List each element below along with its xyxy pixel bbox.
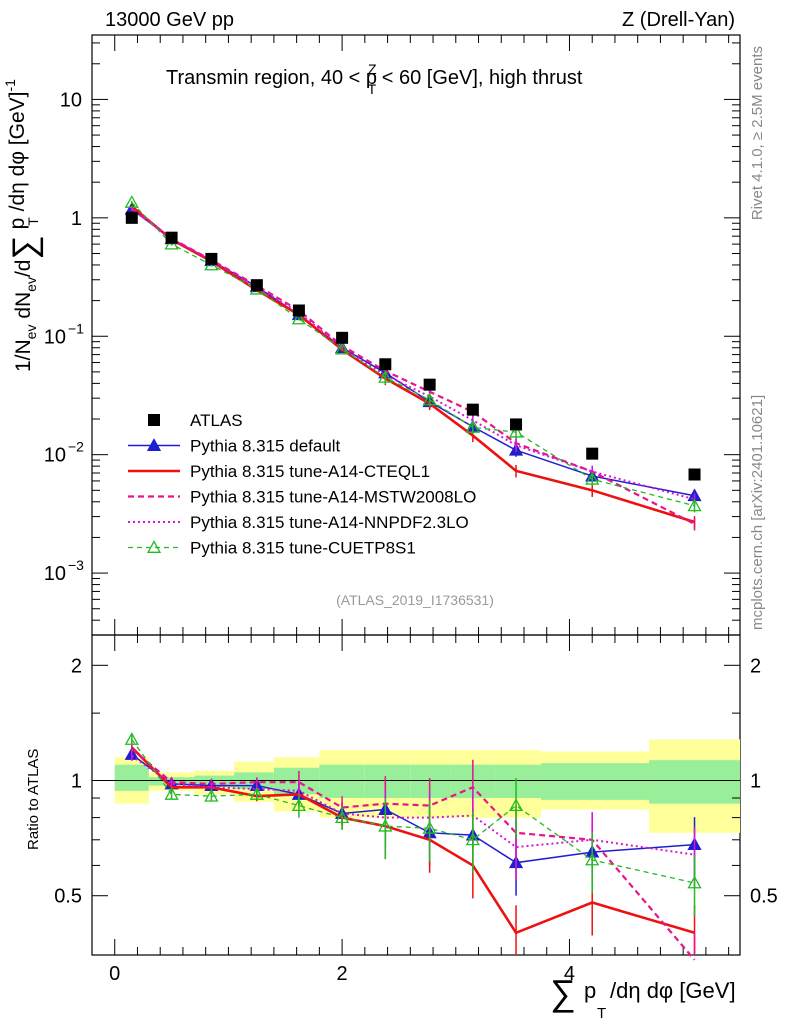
ratio-marker bbox=[291, 798, 307, 812]
atlas-data-point bbox=[165, 231, 178, 244]
atlas-data-point bbox=[688, 468, 701, 481]
ratio-band-inner bbox=[649, 760, 740, 804]
series-line bbox=[130, 205, 695, 524]
atlas-data-point bbox=[466, 403, 479, 416]
ratio-tick-label-left: 2 bbox=[71, 655, 82, 677]
series-marker bbox=[335, 341, 350, 355]
ratio-band-inner bbox=[541, 763, 650, 800]
x-axis-label: /dη dφ [GeV] bbox=[610, 978, 736, 1003]
series-line bbox=[131, 208, 695, 501]
y-tick-exponent: −1 bbox=[68, 320, 84, 336]
ratio-series bbox=[124, 732, 702, 961]
ratio-series-line bbox=[131, 753, 695, 864]
ratio-tick-label-left: 0.5 bbox=[54, 886, 82, 908]
ratio-tick-label-left: 1 bbox=[71, 771, 82, 793]
x-tick-label: 4 bbox=[564, 963, 575, 985]
ratio-marker bbox=[124, 732, 139, 745]
legend-label: Pythia 8.315 tune-A14-CTEQL1 bbox=[190, 462, 430, 481]
series-marker bbox=[124, 195, 139, 208]
rivet-version-label: Rivet 4.1.0, ≥ 2.5M events bbox=[749, 46, 766, 220]
ratio-series-line bbox=[131, 739, 695, 884]
ratio-band-inner bbox=[319, 764, 365, 799]
ratio-marker bbox=[378, 818, 393, 832]
ratio-marker bbox=[204, 788, 219, 802]
y-tick-exponent: −2 bbox=[68, 439, 84, 455]
energy-label: 13000 GeV pp bbox=[105, 9, 234, 31]
analysis-id: (ATLAS_2019_I1736531) bbox=[336, 592, 494, 608]
atlas-data-point bbox=[379, 358, 392, 371]
ratio-marker bbox=[585, 852, 600, 866]
ratio-tick-label-right: 0.5 bbox=[750, 886, 778, 908]
ratio-marker bbox=[687, 875, 702, 889]
ratio-marker bbox=[164, 787, 179, 800]
main-series bbox=[124, 195, 702, 531]
legend-label: Pythia 8.315 tune-A14-NNPDF2.3LO bbox=[190, 513, 469, 532]
main-y-axis-label: 1/Nev dNev/d∑ pT /dη dφ [GeV]-1 bbox=[2, 79, 44, 372]
y-tick-exponent: −3 bbox=[68, 557, 84, 573]
legend-label: Pythia 8.315 tune-CUETP8S1 bbox=[190, 539, 416, 558]
legend-label: Pythia 8.315 default bbox=[190, 437, 341, 456]
atlas-data-point bbox=[336, 331, 349, 344]
ratio-marker bbox=[249, 787, 264, 800]
atlas-data-point bbox=[510, 418, 523, 431]
ratio-series-line bbox=[131, 747, 696, 961]
ratio-marker bbox=[335, 810, 350, 824]
series-marker bbox=[508, 424, 524, 438]
x-tick-label: 2 bbox=[337, 963, 348, 985]
plot-title: Transmin region, 40 < pZ T < 60 [GeV], hi… bbox=[166, 61, 583, 97]
series-line bbox=[131, 201, 695, 507]
y-tick-label: 10 bbox=[44, 563, 66, 585]
y-tick-label: 10 bbox=[60, 89, 82, 111]
series-line bbox=[131, 207, 696, 525]
y-tick-label: 10 bbox=[44, 326, 66, 348]
ratio-series-line bbox=[131, 755, 695, 856]
ratio-band-inner bbox=[495, 764, 542, 799]
series-marker bbox=[291, 311, 307, 325]
legend-label: Pythia 8.315 tune-A14-MSTW2008LO bbox=[190, 488, 476, 507]
legend: ATLAS Pythia 8.315 default Pythia 8.315 tu… bbox=[128, 411, 476, 558]
legend-label: ATLAS bbox=[190, 411, 243, 430]
atlas-data-point bbox=[586, 447, 599, 460]
mcplots-label: mcplots.cern.ch [arXiv:2401.10621] bbox=[749, 395, 766, 630]
ratio-band-inner bbox=[194, 775, 235, 788]
atlas-data-point bbox=[292, 304, 305, 317]
legend-marker bbox=[146, 438, 162, 451]
y-tick-label: 10 bbox=[44, 445, 66, 467]
legend-atlas-marker bbox=[148, 414, 160, 426]
series-marker bbox=[687, 498, 702, 512]
atlas-data-point bbox=[423, 378, 436, 391]
atlas-data-point bbox=[250, 279, 263, 292]
atlas-data-point bbox=[125, 211, 138, 224]
x-tick-label: 0 bbox=[109, 963, 120, 985]
ratio-band-inner bbox=[114, 764, 149, 791]
x-axis-pt-symbol: p bbox=[584, 978, 596, 1003]
ratio-tick-label-right: 1 bbox=[750, 771, 761, 793]
legend-marker bbox=[146, 540, 162, 553]
ratio-marker bbox=[508, 798, 524, 812]
process-label: Z (Drell-Yan) bbox=[622, 9, 735, 31]
series-marker bbox=[465, 420, 480, 433]
series-marker bbox=[422, 392, 437, 406]
series-marker bbox=[585, 471, 600, 485]
ratio-tick-label-right: 2 bbox=[750, 655, 761, 677]
atlas-data-point bbox=[205, 252, 218, 265]
ratio-axis-ticks: 2 2 1 1 0.5 0.5 bbox=[54, 655, 778, 907]
x-axis-sum-symbol: ∑ bbox=[550, 972, 576, 1013]
ratio-band-inner bbox=[364, 764, 411, 799]
ratio-marker bbox=[465, 832, 480, 846]
x-axis-t-subscript: T bbox=[597, 1005, 606, 1022]
ratio-marker bbox=[422, 820, 437, 834]
series-marker bbox=[378, 369, 393, 383]
y-tick-label: 1 bbox=[71, 208, 82, 230]
ratio-y-axis-label: Ratio to ATLAS bbox=[25, 749, 42, 850]
